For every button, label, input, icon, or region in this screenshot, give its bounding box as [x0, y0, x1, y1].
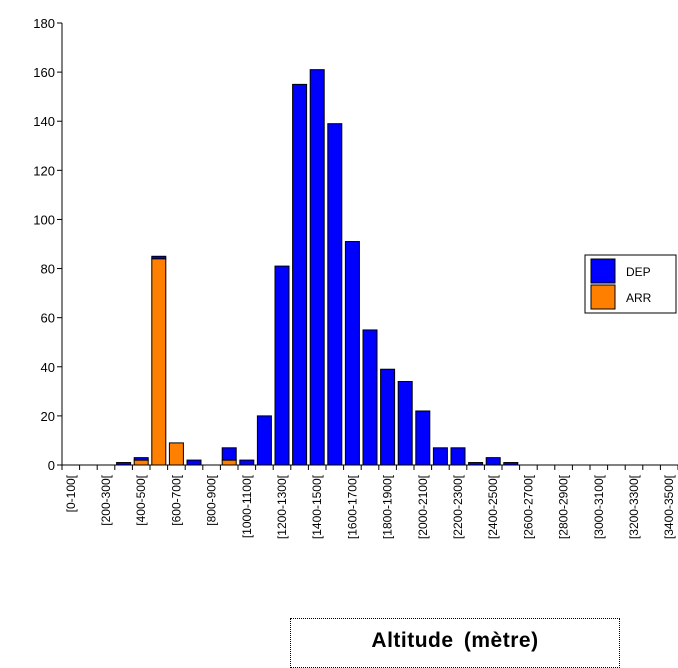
y-tick-label-180: 180 [33, 16, 55, 31]
bar-dep-5 [151, 255, 167, 260]
x-axis-title-box: Altitude (mètre) [290, 618, 620, 668]
legend-swatch-dep [590, 258, 616, 284]
bar-dep-14 [309, 69, 325, 466]
y-tick-label-20: 20 [41, 409, 55, 424]
x-tick-label-10: [1000-1100[ [240, 474, 254, 538]
bar-arr-6 [168, 442, 184, 466]
x-tick-label-6: [600-700[ [169, 474, 183, 525]
y-tick-labels: 0 20 40 60 80 100 120 140 160 180 [33, 16, 55, 473]
axes-group [57, 22, 678, 470]
x-tick-label-30: [3000-3100[ [592, 474, 606, 539]
y-tick-label-160: 160 [33, 65, 55, 80]
x-tick-label-0: [0-100[ [64, 474, 78, 512]
x-tick-label-26: [2600-2700[ [521, 474, 535, 539]
legend-label-arr: ARR [626, 291, 652, 305]
bar-dep-10 [239, 459, 255, 466]
x-tick-label-34: [3400-3500[ [662, 474, 676, 539]
bar-dep-20 [415, 410, 431, 466]
bar-dep-16 [344, 241, 360, 466]
x-tick-label-18: [1800-1900[ [381, 474, 395, 539]
bar-dep-13 [292, 83, 308, 466]
y-tick-label-100: 100 [33, 212, 55, 227]
bar-arr-9 [221, 459, 237, 466]
x-tick-label-14: [1400-1500[ [310, 474, 324, 539]
x-tick-label-22: [2200-2300[ [451, 474, 465, 539]
x-tick-label-16: [1600-1700[ [345, 474, 359, 539]
x-tick-label-2: [200-300[ [99, 474, 113, 525]
x-tick-labels: [0-100[ [200-300[ [400-500[ [600-700[ [800-9… [64, 474, 676, 539]
bar-arr-5 [151, 258, 167, 466]
bar-dep-15 [327, 123, 343, 466]
legend-label-dep: DEP [626, 265, 651, 279]
y-tick-label-60: 60 [41, 311, 55, 326]
x-tick-label-24: [2400-2500[ [486, 474, 500, 539]
y-tick-label-140: 140 [33, 114, 55, 129]
x-axis-title: Altitude (mètre) [371, 629, 539, 652]
y-tick-label-80: 80 [41, 262, 55, 277]
bar-dep-22 [450, 447, 466, 466]
bar-dep-12 [274, 265, 290, 466]
y-tick-label-0: 0 [48, 458, 55, 473]
bar-dep-21 [432, 447, 448, 466]
bar-dep-7 [186, 459, 202, 466]
legend-swatch-arr [590, 284, 616, 310]
x-tick-label-4: [400-500[ [134, 474, 148, 525]
bar-dep-17 [362, 329, 378, 466]
bar-dep-18 [380, 368, 396, 466]
bar-dep-4 [133, 457, 149, 461]
x-tick-label-28: [2800-2900[ [557, 474, 571, 539]
x-tick-label-32: [3200-3300[ [627, 474, 641, 539]
bars-group [116, 69, 519, 466]
altitude-bar-chart: 0 20 40 60 80 100 120 140 160 180 [0-100[ [200-300… [33, 16, 678, 539]
y-tick-label-40: 40 [41, 360, 55, 375]
bar-dep-11 [256, 415, 272, 466]
x-tick-label-12: [1200-1300[ [275, 474, 289, 539]
x-tick-label-8: [800-900[ [205, 474, 219, 525]
legend: DEP ARR [584, 254, 677, 314]
bar-dep-24 [485, 457, 501, 466]
y-tick-label-120: 120 [33, 163, 55, 178]
x-tick-label-20: [2000-2100[ [416, 474, 430, 539]
bar-dep-9 [221, 447, 237, 461]
bar-dep-19 [397, 381, 413, 466]
bar-arr-4 [133, 459, 149, 466]
